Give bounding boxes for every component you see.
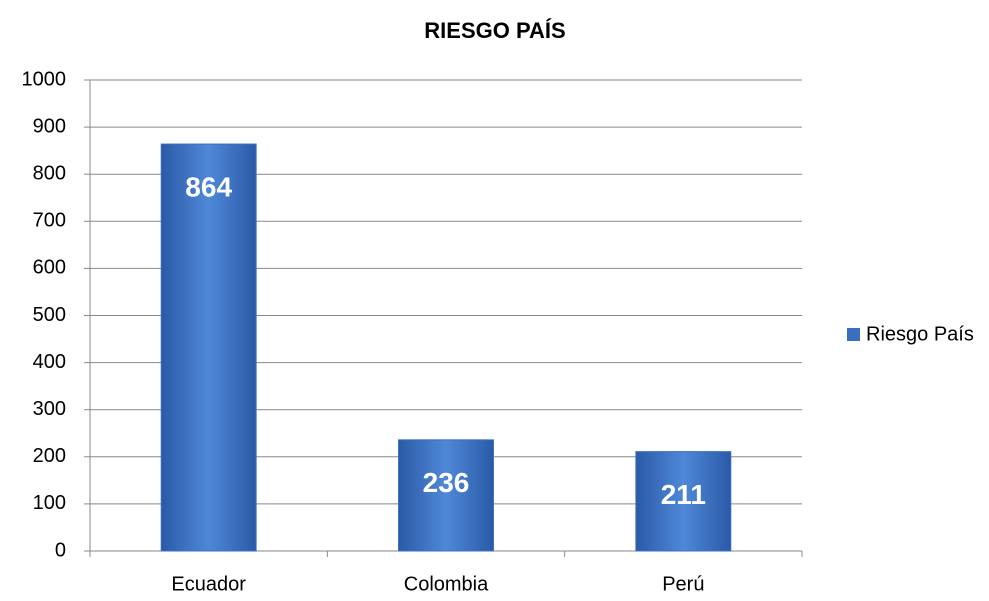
x-tick-label: Perú — [662, 573, 704, 595]
data-label: 236 — [423, 467, 470, 498]
data-label: 864 — [185, 171, 232, 202]
y-tick-label: 1000 — [22, 68, 67, 90]
legend-label: Riesgo País — [866, 323, 974, 345]
y-tick-label: 800 — [33, 162, 66, 184]
y-tick-label: 900 — [33, 115, 66, 137]
y-tick-label: 700 — [33, 210, 66, 232]
y-tick-label: 0 — [55, 539, 66, 561]
chart-title: RIESGO PAÍS — [424, 18, 565, 43]
y-tick-label: 100 — [33, 492, 66, 514]
bar — [635, 451, 732, 552]
y-tick-label: 400 — [33, 351, 66, 373]
y-tick-label: 200 — [33, 445, 66, 467]
y-tick-label: 600 — [33, 257, 66, 279]
data-label: 211 — [661, 479, 706, 510]
y-tick-label: 500 — [33, 304, 66, 326]
x-tick-label: Colombia — [404, 573, 489, 595]
y-tick-label: 300 — [33, 398, 66, 420]
bar — [160, 143, 257, 552]
legend-swatch — [847, 328, 860, 341]
bar — [398, 439, 494, 552]
x-tick-label: Ecuador — [171, 573, 246, 595]
